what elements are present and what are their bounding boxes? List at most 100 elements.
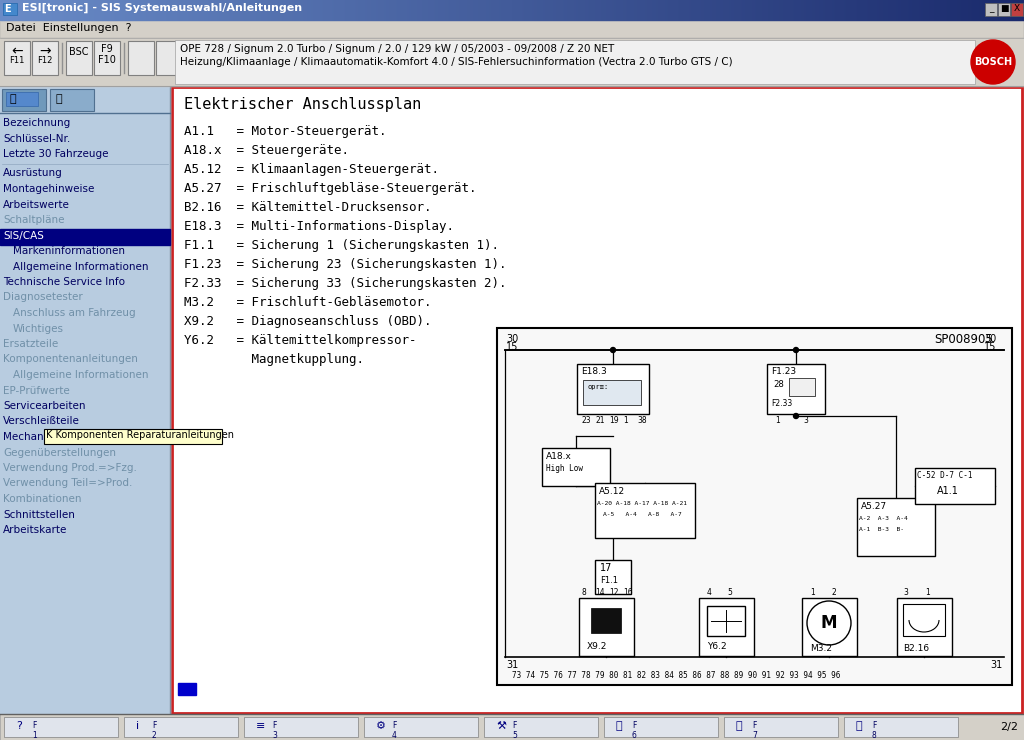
Text: A1.1   = Motor-Steuergerät.: A1.1 = Motor-Steuergerät. <box>184 125 386 138</box>
Circle shape <box>794 414 799 419</box>
Text: 1: 1 <box>925 588 930 597</box>
Circle shape <box>971 40 1015 84</box>
Text: 38: 38 <box>637 416 646 425</box>
Text: 15: 15 <box>984 342 996 352</box>
Text: 28: 28 <box>773 380 783 389</box>
Bar <box>707 606 745 636</box>
Text: 21: 21 <box>595 416 604 425</box>
Text: Wichtiges: Wichtiges <box>13 323 63 334</box>
Bar <box>178 683 196 695</box>
Text: Diagnosetester: Diagnosetester <box>3 292 83 303</box>
Text: F1.23  = Sicherung 23 (Sicherungskasten 1).: F1.23 = Sicherung 23 (Sicherungskasten 1… <box>184 258 507 271</box>
Bar <box>767 364 825 414</box>
Text: Mechanik: Mechanik <box>3 432 53 442</box>
Text: E18.3: E18.3 <box>581 367 607 376</box>
Bar <box>591 608 621 633</box>
Bar <box>985 3 997 16</box>
Text: Schnittstellen: Schnittstellen <box>3 510 75 519</box>
Text: BSC: BSC <box>70 47 89 57</box>
Bar <box>1011 3 1023 16</box>
Text: i: i <box>136 721 139 731</box>
Bar <box>484 717 598 737</box>
Bar <box>6 92 38 106</box>
Text: OPE 728 / Signum 2.0 Turbo / Signum / 2.0 / 129 kW / 05/2003 - 09/2008 / Z 20 NE: OPE 728 / Signum 2.0 Turbo / Signum / 2.… <box>180 44 614 54</box>
Text: F12: F12 <box>37 56 52 65</box>
Text: 30: 30 <box>506 334 518 344</box>
Text: SIS/CAS: SIS/CAS <box>3 230 44 240</box>
Text: A18.x  = Steuergeräte.: A18.x = Steuergeräte. <box>184 144 349 157</box>
Bar <box>175 40 975 84</box>
Text: 31: 31 <box>990 660 1002 670</box>
Text: ESI[tronic] - SIS Systemauswahl/Anleitungen: ESI[tronic] - SIS Systemauswahl/Anleitun… <box>22 3 302 13</box>
Text: F
3: F 3 <box>272 721 276 740</box>
Text: ?: ? <box>16 721 22 731</box>
Text: ■: ■ <box>999 4 1009 13</box>
Text: A5.27  = Frischluftgebläse-Steuergerät.: A5.27 = Frischluftgebläse-Steuergerät. <box>184 182 476 195</box>
Text: Komponentenanleitungen: Komponentenanleitungen <box>3 354 138 365</box>
Bar <box>857 498 935 556</box>
Text: 3: 3 <box>903 588 908 597</box>
Text: 🚗: 🚗 <box>9 94 15 104</box>
Text: Allgemeine Informationen: Allgemeine Informationen <box>13 261 148 272</box>
Bar <box>124 717 238 737</box>
Bar <box>50 89 94 111</box>
Text: 🔧: 🔧 <box>56 94 62 104</box>
Bar <box>604 717 718 737</box>
Text: Kombinationen: Kombinationen <box>3 494 82 504</box>
Bar <box>0 229 170 245</box>
Bar <box>915 468 995 504</box>
Text: A-2  A-3  A-4: A-2 A-3 A-4 <box>859 516 907 521</box>
Text: A5.12: A5.12 <box>599 487 625 496</box>
Bar <box>595 483 695 538</box>
Text: Ausrüstung: Ausrüstung <box>3 169 62 178</box>
Text: Arbeitskarte: Arbeitskarte <box>3 525 68 535</box>
Text: 31: 31 <box>506 660 518 670</box>
Text: E18.3  = Multi-Informations-Display.: E18.3 = Multi-Informations-Display. <box>184 220 454 233</box>
Text: Elektrischer Anschlussplan: Elektrischer Anschlussplan <box>184 97 421 112</box>
Text: A5.12  = Klimaanlagen-Steuergerät.: A5.12 = Klimaanlagen-Steuergerät. <box>184 163 439 176</box>
Text: 🖥: 🖥 <box>856 721 862 731</box>
Text: 4: 4 <box>707 588 712 597</box>
Text: F
7: F 7 <box>752 721 757 740</box>
Text: ←: ← <box>11 44 23 58</box>
Text: F1.1: F1.1 <box>600 576 618 585</box>
Bar <box>4 717 118 737</box>
Text: 5: 5 <box>727 588 732 597</box>
Text: 23: 23 <box>581 416 591 425</box>
Bar <box>66 41 92 75</box>
Text: 30: 30 <box>984 334 996 344</box>
Text: 1: 1 <box>775 416 779 425</box>
Text: K Komponenten Reparaturanleitungen: K Komponenten Reparaturanleitungen <box>46 430 234 440</box>
Text: F
8: F 8 <box>872 721 877 740</box>
Text: Verschleißteile: Verschleißteile <box>3 417 80 426</box>
Bar <box>790 378 815 396</box>
Bar <box>44 429 222 444</box>
Text: BOSCH: BOSCH <box>974 57 1012 67</box>
Bar <box>542 448 610 486</box>
Text: A18.x: A18.x <box>546 452 571 461</box>
Text: 2/2: 2/2 <box>1000 722 1018 732</box>
Text: ⚒: ⚒ <box>496 721 506 731</box>
Bar <box>699 598 754 656</box>
Text: Montagehinweise: Montagehinweise <box>3 184 94 194</box>
Text: A-20 A-18 A-17 A-18 A-21: A-20 A-18 A-17 A-18 A-21 <box>597 501 687 506</box>
Text: Schaltpläne: Schaltpläne <box>3 215 65 225</box>
Text: F10: F10 <box>98 55 116 65</box>
Bar <box>0 20 1024 38</box>
Text: 12: 12 <box>609 588 618 597</box>
Text: 1: 1 <box>623 416 628 425</box>
Text: EP-Prüfwerte: EP-Prüfwerte <box>3 386 70 395</box>
Bar <box>156 41 182 75</box>
Bar <box>4 41 30 75</box>
Text: Verwendung Teil=>Prod.: Verwendung Teil=>Prod. <box>3 479 132 488</box>
Text: F11: F11 <box>9 56 25 65</box>
Text: opr≡:: opr≡: <box>587 384 608 390</box>
Text: 15: 15 <box>506 342 518 352</box>
Text: M: M <box>821 614 838 632</box>
Text: ≡: ≡ <box>256 721 265 731</box>
Bar <box>844 717 958 737</box>
Text: Servicearbeiten: Servicearbeiten <box>3 401 85 411</box>
Text: M3.2: M3.2 <box>810 644 831 653</box>
Bar <box>244 717 358 737</box>
Text: 8: 8 <box>581 588 586 597</box>
